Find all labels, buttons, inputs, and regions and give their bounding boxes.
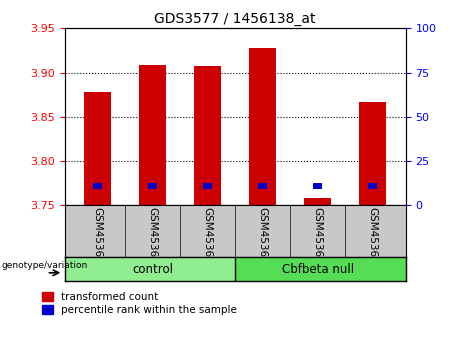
Bar (139, 65, 166, 205)
Bar (359, 102, 386, 205)
Text: GSM453649: GSM453649 (202, 207, 213, 270)
FancyBboxPatch shape (65, 257, 235, 281)
Bar (194, 66, 221, 205)
Bar (203, 183, 213, 189)
Text: GSM453651: GSM453651 (368, 207, 378, 270)
Legend: transformed count, percentile rank within the sample: transformed count, percentile rank withi… (42, 292, 236, 315)
Bar (148, 183, 157, 189)
Text: Cbfbeta null: Cbfbeta null (282, 263, 354, 275)
Text: control: control (132, 263, 173, 275)
Text: GSM453648: GSM453648 (148, 207, 158, 270)
Bar (304, 198, 331, 205)
Bar (313, 183, 322, 189)
Text: genotype/variation: genotype/variation (1, 261, 88, 270)
Bar (84, 92, 111, 205)
Bar (258, 183, 267, 189)
Bar (368, 183, 378, 189)
FancyBboxPatch shape (235, 257, 406, 281)
Text: GSM453646: GSM453646 (93, 207, 102, 270)
Bar (93, 183, 102, 189)
Text: GSM453647: GSM453647 (258, 207, 268, 270)
Text: GSM453650: GSM453650 (313, 207, 323, 270)
Bar (249, 48, 277, 205)
Title: GDS3577 / 1456138_at: GDS3577 / 1456138_at (154, 12, 316, 26)
